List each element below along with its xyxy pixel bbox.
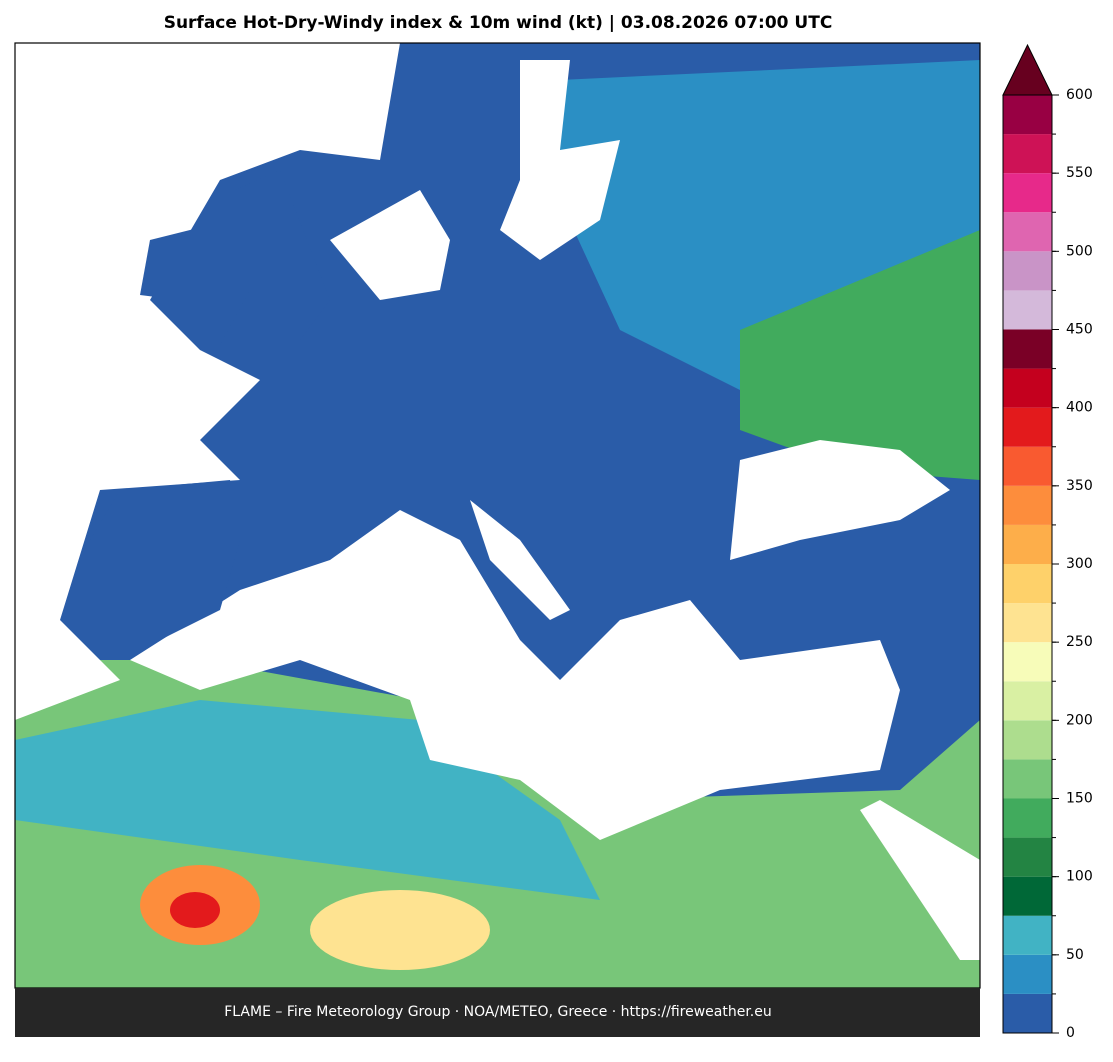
colorbar-band — [1003, 290, 1052, 330]
colorbar-band — [1003, 446, 1052, 486]
tick-label: 300 — [1066, 556, 1093, 572]
colorbar-band — [1003, 759, 1052, 799]
sea-mediterranean — [130, 510, 900, 840]
warm-area — [310, 890, 490, 970]
tick-label: 350 — [1066, 478, 1093, 494]
sea-north — [330, 190, 450, 300]
colorbar-extend — [1002, 43, 1053, 96]
tick-label: 400 — [1066, 400, 1093, 416]
colorbar-band — [1003, 134, 1052, 174]
colorbar-band — [1003, 876, 1052, 916]
tick-label: 100 — [1066, 869, 1093, 885]
colorbar-band — [1003, 524, 1052, 564]
colorbar-band — [1003, 681, 1052, 721]
hot-spot — [170, 892, 220, 928]
tick-label: 450 — [1066, 322, 1093, 338]
colorbar-band — [1003, 407, 1052, 447]
colorbar-band — [1003, 485, 1052, 525]
colorbar-band — [1003, 603, 1052, 643]
sea-black — [730, 440, 950, 560]
tick-label: 50 — [1066, 947, 1084, 963]
land-ireland — [140, 225, 230, 300]
colorbar-band — [1003, 212, 1052, 252]
title: Surface Hot-Dry-Windy index & 10m wind (… — [164, 13, 833, 33]
colorbar-band — [1003, 173, 1052, 213]
map — [14, 42, 981, 989]
sea-adriatic — [470, 500, 570, 620]
colorbar-band — [1003, 642, 1052, 682]
colorbar: 0 50 100 150 200 250 300 350 400 450 500 550 600 — [1002, 43, 1093, 1041]
tick-label: 0 — [1066, 1025, 1075, 1041]
land-iberia — [80, 480, 240, 640]
colorbar-band — [1003, 993, 1052, 1033]
tick-label: 600 — [1066, 87, 1093, 103]
tick-label: 150 — [1066, 791, 1093, 807]
colorbar-band — [1003, 954, 1052, 994]
tick-label: 500 — [1066, 243, 1093, 259]
colorbar-band — [1003, 368, 1052, 408]
sea-red — [860, 800, 980, 960]
tick-label: 250 — [1066, 634, 1093, 650]
sea-baltic — [500, 60, 620, 260]
footer-bar — [15, 988, 980, 1037]
colorbar-band — [1003, 720, 1052, 760]
land-steppe — [740, 230, 980, 480]
colorbar-band — [1003, 798, 1052, 838]
colorbar-band — [1003, 837, 1052, 877]
colorbar-band — [1003, 564, 1052, 604]
tick-label: 550 — [1066, 165, 1093, 181]
sea-atlantic — [15, 43, 400, 720]
colorbar-band — [1003, 95, 1052, 135]
colorbar-band — [1003, 251, 1052, 291]
colorbar-band — [1003, 915, 1052, 955]
tick-label: 200 — [1066, 712, 1093, 728]
colorbar-band — [1003, 329, 1052, 369]
land-britain — [220, 170, 330, 345]
footer: FLAME – Fire Meteorology Group · NOA/MET… — [224, 1004, 772, 1020]
